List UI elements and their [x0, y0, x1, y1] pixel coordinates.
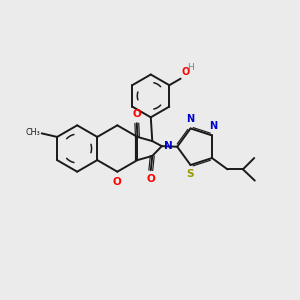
Text: S: S	[186, 169, 194, 179]
Text: N: N	[209, 121, 217, 131]
Text: N: N	[186, 114, 194, 124]
Text: H: H	[187, 63, 194, 72]
Text: O: O	[181, 68, 190, 77]
Text: O: O	[132, 109, 141, 119]
Text: O: O	[146, 174, 155, 184]
Text: N: N	[164, 141, 172, 151]
Text: CH₃: CH₃	[25, 128, 40, 137]
Text: O: O	[113, 177, 122, 187]
